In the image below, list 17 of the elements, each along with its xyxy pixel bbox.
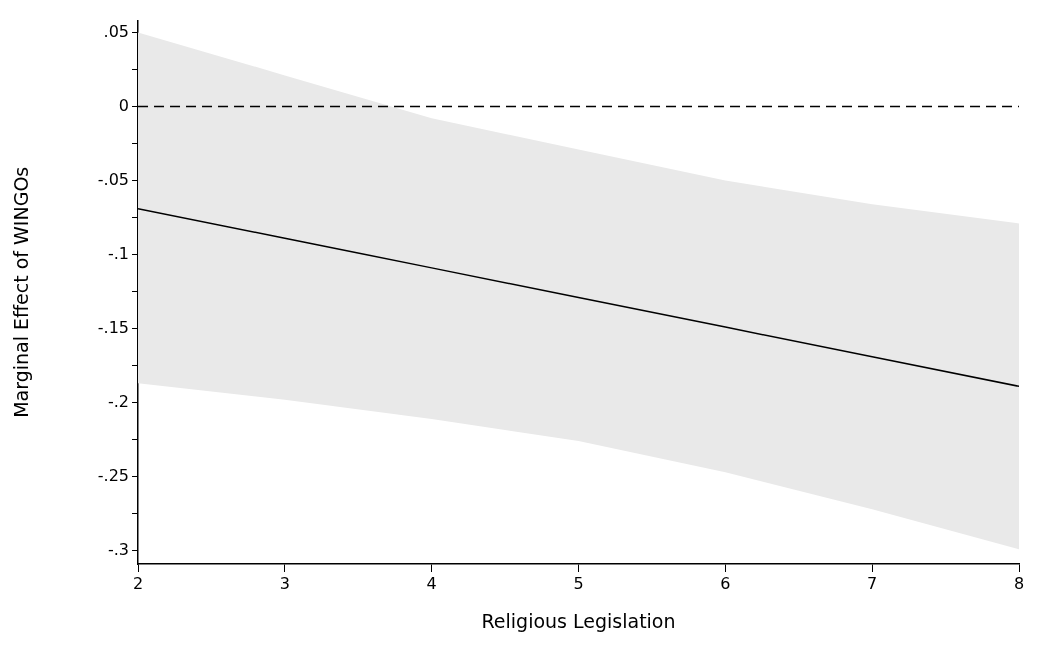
x-tick-label: 5 [573, 573, 584, 593]
y-tick-label: -.15 [97, 317, 130, 337]
x-tick-label: 6 [720, 573, 731, 593]
x-axis-title: Religious Legislation [481, 609, 676, 632]
y-tick-label: -.3 [107, 539, 130, 559]
x-tick-label: 3 [279, 573, 290, 593]
y-tick-label: -.25 [97, 465, 130, 485]
y-tick-label: -.1 [107, 243, 130, 263]
x-tick-label: 2 [132, 573, 144, 593]
x-tick-label: 7 [867, 573, 878, 593]
x-tick-label: 8 [1013, 573, 1025, 593]
y-tick-label: -.2 [107, 391, 130, 411]
x-tick-label: 4 [426, 573, 437, 593]
y-tick-label: .05 [103, 21, 130, 41]
y-axis-title: Marginal Effect of WINGOs [10, 166, 33, 418]
y-tick-label: 0 [118, 95, 130, 115]
y-tick-label: -.05 [97, 169, 130, 189]
